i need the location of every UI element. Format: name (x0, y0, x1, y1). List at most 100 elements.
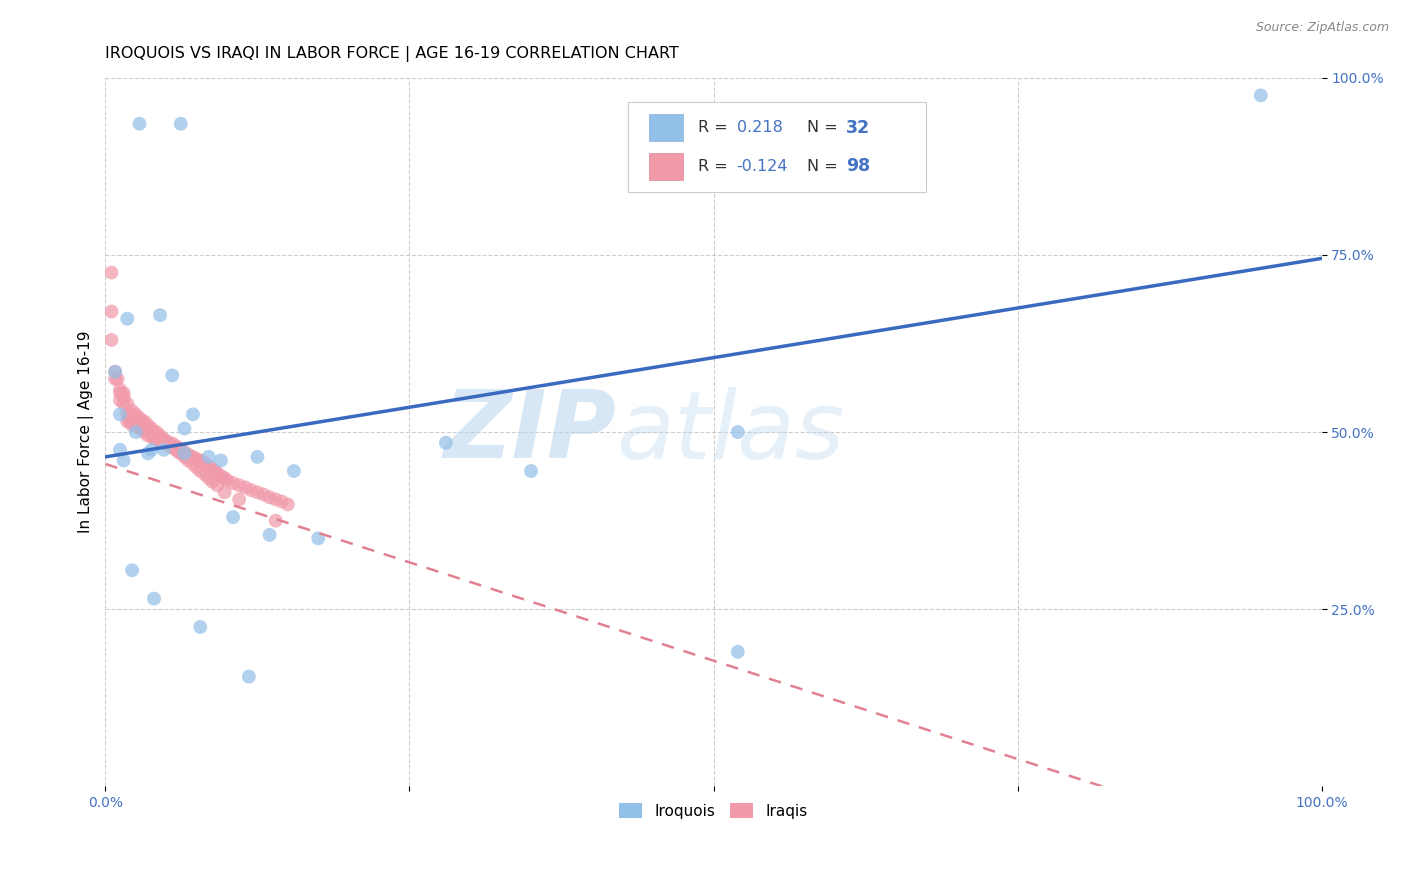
Point (112, 453, 135, 467)
Point (277, 497, 299, 511)
Point (228, 492, 250, 507)
Point (162, 439, 184, 453)
Point (181, 408, 204, 422)
Point (246, 485, 269, 500)
Point (155, 437, 177, 451)
Point (112, 397, 135, 411)
Point (214, 485, 236, 500)
Point (167, 441, 190, 455)
Point (165, 442, 187, 457)
Text: R =: R = (697, 120, 733, 136)
Point (520, 464, 543, 478)
Point (165, 439, 187, 453)
Point (128, 421, 150, 435)
Point (170, 442, 193, 457)
Point (136, 428, 159, 442)
Point (173, 421, 195, 435)
Point (162, 441, 184, 455)
Point (228, 478, 250, 492)
Text: N =: N = (807, 159, 844, 174)
Point (207, 478, 229, 492)
Bar (650, 153, 683, 180)
Point (104, 372, 127, 386)
Point (238, 670, 260, 684)
Point (283, 464, 305, 478)
Point (108, 386, 131, 401)
Point (181, 457, 204, 471)
Point (131, 421, 153, 435)
Point (173, 448, 195, 462)
Y-axis label: In Labor Force | Age 16-19: In Labor Force | Age 16-19 (79, 331, 94, 533)
Point (186, 452, 208, 467)
Point (128, 410, 150, 425)
Point (186, 460, 208, 475)
Text: 98: 98 (846, 157, 870, 176)
Point (1250, 88, 1272, 103)
Point (197, 459, 219, 474)
Point (117, 414, 139, 428)
Point (209, 469, 232, 483)
Point (162, 368, 184, 383)
Point (157, 435, 180, 450)
Point (134, 425, 156, 439)
Point (108, 393, 131, 408)
Point (197, 471, 219, 485)
Point (434, 435, 457, 450)
Point (117, 408, 139, 422)
Bar (650, 114, 683, 141)
Point (259, 528, 281, 542)
Point (155, 434, 177, 449)
Point (112, 386, 135, 401)
Point (145, 425, 167, 439)
Point (121, 563, 143, 577)
Point (149, 308, 172, 322)
Point (201, 475, 224, 489)
Text: R =: R = (697, 159, 733, 174)
Point (117, 397, 139, 411)
Point (143, 425, 166, 439)
Point (136, 421, 159, 435)
Point (100, 266, 122, 280)
Point (204, 464, 226, 478)
Point (214, 471, 236, 485)
Point (149, 428, 172, 442)
Text: 0.218: 0.218 (737, 120, 783, 136)
FancyBboxPatch shape (628, 102, 927, 193)
Point (104, 365, 127, 379)
Point (170, 446, 193, 460)
Point (152, 442, 174, 457)
Point (177, 448, 200, 462)
Point (121, 404, 143, 418)
Point (112, 390, 135, 404)
Point (188, 464, 211, 478)
Point (145, 432, 167, 446)
Point (246, 450, 269, 464)
Point (108, 442, 131, 457)
Text: IROQUOIS VS IRAQI IN LABOR FORCE | AGE 16-19 CORRELATION CHART: IROQUOIS VS IRAQI IN LABOR FORCE | AGE 1… (105, 46, 679, 62)
Point (264, 514, 287, 528)
Point (152, 432, 174, 446)
Point (173, 446, 195, 460)
Point (121, 417, 143, 432)
Point (149, 435, 172, 450)
Text: -0.124: -0.124 (737, 159, 789, 174)
Point (194, 457, 217, 471)
Point (222, 510, 245, 524)
Point (173, 450, 195, 464)
Point (117, 311, 139, 326)
Point (134, 414, 156, 428)
Point (143, 432, 166, 446)
Point (197, 450, 219, 464)
Point (107, 372, 129, 386)
Point (173, 445, 195, 459)
Point (125, 417, 148, 432)
Point (125, 425, 148, 439)
Point (191, 455, 214, 469)
Point (128, 117, 150, 131)
Point (108, 408, 131, 422)
Point (233, 480, 256, 494)
Text: N =: N = (807, 120, 844, 136)
Point (209, 453, 232, 467)
Point (100, 333, 122, 347)
Point (194, 467, 217, 482)
